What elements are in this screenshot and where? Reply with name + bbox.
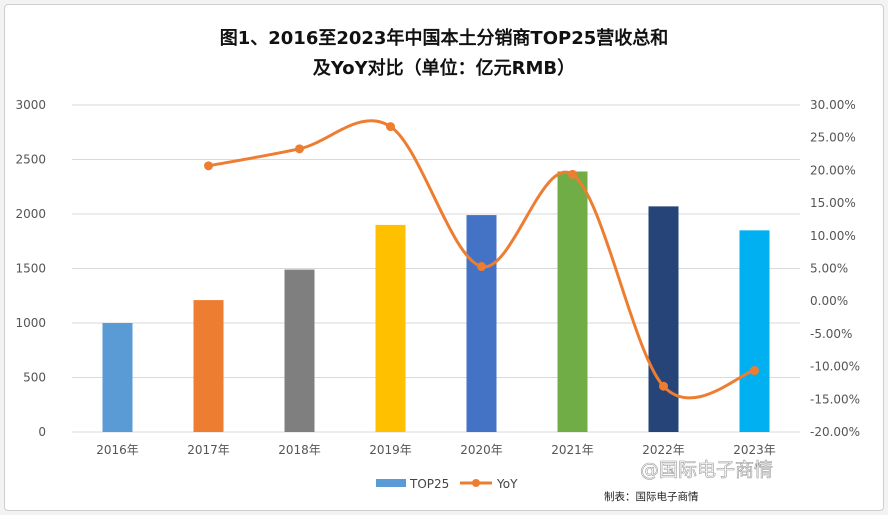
yoy-point xyxy=(568,169,577,179)
x-tick-label: 2022年 xyxy=(642,443,685,457)
source-note: 制表：国际电子商情 xyxy=(604,490,699,503)
legend-marker-yoy xyxy=(472,479,480,487)
yoy-point xyxy=(659,381,668,391)
y-right-tick-label: -5.00% xyxy=(810,327,852,341)
x-tick-label: 2018年 xyxy=(278,443,321,457)
y-right-tick-label: 5.00% xyxy=(810,262,848,276)
bar xyxy=(102,323,133,432)
bar xyxy=(193,300,224,432)
y-right-tick-label: 30.00% xyxy=(810,98,856,112)
bar-series xyxy=(102,171,770,433)
y-right-tick-label: 0.00% xyxy=(810,294,848,308)
gridlines xyxy=(72,104,800,433)
y-left-tick-label: 1000 xyxy=(15,316,46,330)
yoy-point xyxy=(204,161,213,171)
bar xyxy=(739,230,770,432)
yoy-point xyxy=(295,144,304,154)
bar xyxy=(284,269,315,432)
y-left-tick-label: 2500 xyxy=(15,153,46,167)
legend-swatch-top25 xyxy=(376,479,406,487)
bar xyxy=(648,206,679,432)
chart-title-line-2: 及YoY对比（单位：亿元RMB） xyxy=(312,58,576,79)
y-left-tick-label: 1500 xyxy=(15,262,46,276)
y-right-tick-label: 25.00% xyxy=(810,131,856,145)
y-right-tick-label: -20.00% xyxy=(810,425,860,439)
yoy-point xyxy=(750,366,759,376)
yoy-point xyxy=(477,262,486,272)
y-right-tick-label: 10.00% xyxy=(810,229,856,243)
x-tick-label: 2016年 xyxy=(96,443,139,457)
y-right-tick-label: -10.00% xyxy=(810,360,860,374)
y-left-tick-label: 500 xyxy=(23,371,46,385)
y-left-tick-label: 2000 xyxy=(15,207,46,221)
yoy-line-series xyxy=(204,119,759,400)
chart-title-line-1: 图1、2016至2023年中国本土分销商TOP25营收总和 xyxy=(219,28,669,49)
y-right-tick-label: 20.00% xyxy=(810,163,856,177)
x-tick-label: 2019年 xyxy=(369,443,412,457)
x-tick-label: 2023年 xyxy=(733,443,776,457)
y-left-tick-label: 0 xyxy=(38,425,46,439)
axis-ticks: 0 500 1000 1500 2000 2500 3000 -20.00% -15.00% -1… xyxy=(15,98,860,457)
chart-frame xyxy=(4,4,884,511)
y-left-tick-label: 3000 xyxy=(15,98,46,112)
yoy-point xyxy=(386,122,395,132)
x-tick-label: 2021年 xyxy=(551,443,594,457)
legend-label-yoy: YoY xyxy=(496,477,518,491)
legend-label-top25: TOP25 xyxy=(409,477,449,491)
bar xyxy=(557,171,588,433)
chart-title: 图1、2016至2023年中国本土分销商TOP25营收总和 及YoY对比（单位：… xyxy=(0,24,888,84)
x-tick-label: 2017年 xyxy=(187,443,230,457)
y-right-tick-label: -15.00% xyxy=(810,392,860,406)
bar xyxy=(375,224,406,432)
x-tick-label: 2020年 xyxy=(460,443,503,457)
watermark: @国际电子商情 xyxy=(640,459,773,481)
bar xyxy=(466,215,497,432)
y-right-tick-label: 15.00% xyxy=(810,196,856,210)
legend: TOP25 YoY xyxy=(376,477,518,491)
